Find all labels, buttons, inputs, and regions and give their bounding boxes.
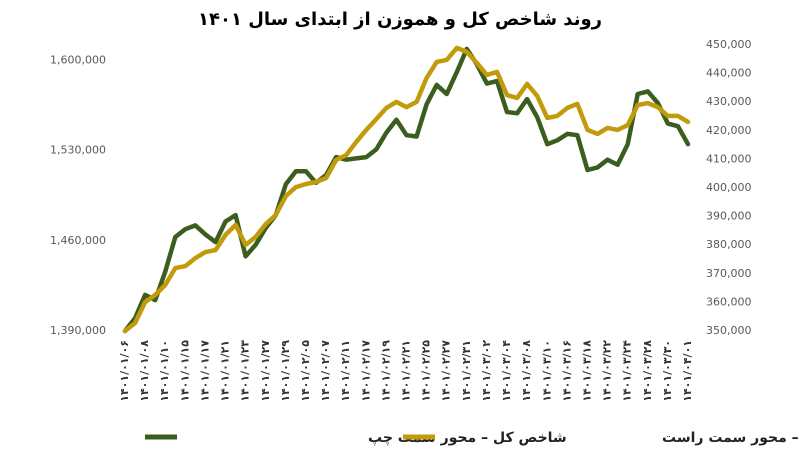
y2-tick-label: 350,000: [706, 324, 752, 337]
y2-tick-label: 430,000: [706, 95, 752, 108]
y2-tick-label: 410,000: [706, 152, 752, 165]
y-tick-label: 1,390,000: [50, 324, 106, 337]
x-tick-label: ۱۴۰۱/۰۳/۰۸: [520, 340, 533, 402]
x-tick-label: ۱۴۰۱/۰۱/۱۷: [198, 340, 211, 402]
legend-label: شاخص هموزن – محور سمت راست: [662, 430, 800, 446]
series-line: [122, 46, 691, 334]
x-tick-label: ۱۴۰۱/۰۱/۲۳: [239, 340, 252, 402]
x-tick-label: ۱۴۰۱/۰۱/۲۷: [259, 340, 272, 402]
x-tick-label: ۱۴۰۱/۰۲/۲۷: [440, 340, 453, 402]
chart-title: روند شاخص کل و هموزن از ابتدای سال ۱۴۰۱: [198, 9, 602, 30]
x-tick-label: ۱۴۰۱/۰۱/۲۹: [279, 340, 292, 402]
y-tick-label: 1,530,000: [50, 144, 106, 157]
x-tick-label: ۱۴۰۱/۰۲/۳۱: [460, 340, 473, 402]
y2-tick-label: 370,000: [706, 267, 752, 280]
x-tick-label: ۱۴۰۱/۰۲/۱۹: [379, 340, 392, 402]
x-tick-label: ۱۴۰۱/۰۲/۰۷: [319, 340, 332, 402]
x-tick-label: ۱۴۰۱/۰۳/۱۸: [580, 340, 593, 402]
x-tick-label: ۱۴۰۱/۰۳/۰۲: [480, 340, 493, 402]
x-tick-label: ۱۴۰۱/۰۲/۲۵: [420, 340, 433, 402]
legend-label: شاخص کل – محور سمت چپ: [368, 430, 567, 446]
x-tick-label: ۱۴۰۱/۰۲/۱۷: [359, 340, 372, 402]
x-tick-label: ۱۴۰۱/۰۲/۱۱: [339, 340, 352, 402]
x-tick-label: ۱۴۰۱/۰۳/۱۶: [560, 340, 573, 402]
x-tick-label: ۱۴۰۱/۰۱/۰۶: [118, 340, 131, 402]
y2-tick-label: 440,000: [706, 67, 752, 80]
x-tick-label: ۱۴۰۱/۰۱/۰۸: [138, 340, 151, 402]
x-tick-label: ۱۴۰۱/۰۴/۰۱: [681, 340, 694, 402]
x-tick-label: ۱۴۰۱/۰۳/۰۴: [500, 340, 513, 402]
x-tick-label: ۱۴۰۱/۰۳/۳۰: [661, 340, 674, 402]
x-tick-label: ۱۴۰۱/۰۱/۱۰: [158, 340, 171, 402]
x-tick-label: ۱۴۰۱/۰۳/۲۸: [641, 340, 654, 402]
x-tick-label: ۱۴۰۱/۰۱/۱۵: [178, 340, 191, 402]
y2-tick-label: 400,000: [706, 181, 752, 194]
series-line: [122, 45, 691, 334]
x-tick-label: ۱۴۰۱/۰۳/۲۲: [601, 340, 614, 402]
x-tick-label: ۱۴۰۱/۰۳/۲۴: [621, 340, 634, 402]
y2-tick-label: 450,000: [706, 38, 752, 51]
y2-tick-label: 390,000: [706, 210, 752, 223]
y2-tick-label: 420,000: [706, 124, 752, 137]
x-tick-label: ۱۴۰۱/۰۳/۱۰: [540, 340, 553, 402]
y-tick-label: 1,600,000: [50, 53, 106, 66]
y-tick-label: 1,460,000: [50, 234, 106, 247]
x-tick-label: ۱۴۰۱/۰۲/۰۵: [299, 340, 312, 402]
y2-tick-label: 380,000: [706, 238, 752, 251]
y2-tick-label: 360,000: [706, 295, 752, 308]
x-tick-label: ۱۴۰۱/۰۲/۲۱: [400, 340, 413, 402]
x-tick-label: ۱۴۰۱/۰۱/۲۱: [219, 340, 232, 402]
